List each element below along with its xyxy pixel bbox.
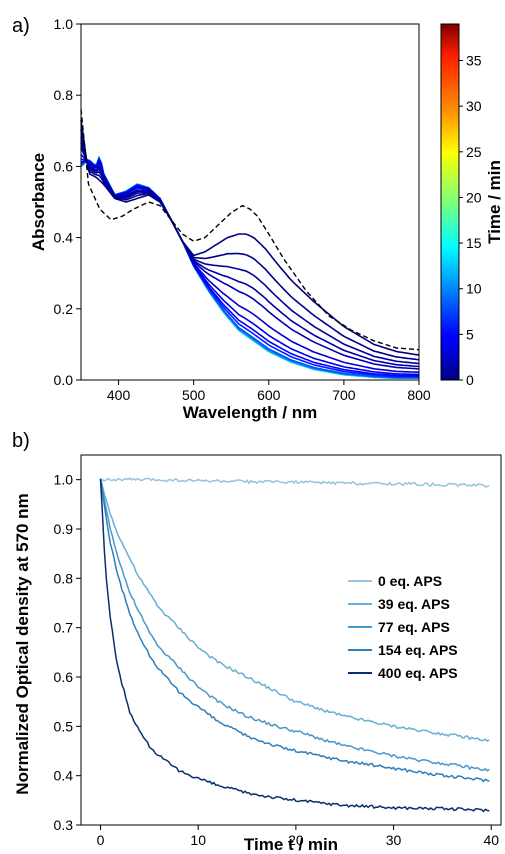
- x-tick-label: 40: [483, 832, 499, 848]
- reference-dashed-line: [80, 109, 420, 351]
- panel-a-axes: 400 500 600 700 800 0.0 0.2 0.4 0.6 0.8 1.0: [54, 16, 431, 403]
- y-tick-label: 0.8: [54, 570, 74, 586]
- y-tick-label: 0.0: [54, 372, 74, 388]
- y-tick-label: 0.4: [54, 230, 74, 246]
- colorbar-tick-label: 0: [466, 372, 474, 388]
- panel-a-spectra: [80, 109, 420, 380]
- spectrum-line: [80, 147, 420, 370]
- y-tick-label: 0.3: [54, 817, 74, 833]
- spectrum-line: [80, 119, 420, 356]
- y-tick-label: 1.0: [54, 472, 74, 488]
- series-line: [99, 478, 490, 743]
- y-tick-label: 0.8: [54, 87, 74, 103]
- colorbar-tick-label: 10: [466, 281, 482, 297]
- series-line: [99, 478, 490, 783]
- x-tick-label: 500: [182, 387, 206, 403]
- x-tick-label: 800: [407, 387, 431, 403]
- panel-b-legend: 0 eq. APS 39 eq. APS 77 eq. APS 154 eq. APS…: [348, 573, 458, 681]
- panel-a-xlabel: Wavelength / nm: [183, 403, 317, 422]
- panel-a: a) 400 500 600 700 800 0.0 0.2 0.4 0.6 0.8 1.0 Wav…: [12, 15, 504, 422]
- spectrum-line: [80, 158, 420, 376]
- y-tick-label: 0.7: [54, 620, 74, 636]
- panel-b-series: [99, 477, 490, 813]
- legend-label: 154 eq. APS: [378, 642, 458, 658]
- panel-b-frame: [80, 454, 502, 826]
- x-tick-label: 10: [190, 832, 206, 848]
- x-tick-label: 700: [332, 387, 356, 403]
- x-tick-label: 0: [97, 832, 105, 848]
- x-tick-label: 400: [107, 387, 131, 403]
- panel-b: b) 0 10 20 30 40 0.3 0.4 0.5 0.6 0.7 0.8 0.9 1.0 Tim…: [12, 430, 502, 854]
- colorbar-label: Time / min: [485, 160, 504, 244]
- panel-b-ylabel: Normalized Optical density at 570 nm: [13, 493, 32, 794]
- colorbar-tick-label: 15: [466, 235, 482, 251]
- spectrum-line: [80, 154, 420, 374]
- colorbar-tick-label: 5: [466, 326, 474, 342]
- panel-a-frame: [80, 23, 420, 381]
- colorbar-ticks: 0 5 10 15 20 25 30 35: [459, 53, 482, 388]
- series-line: [99, 478, 490, 813]
- panel-b-label: b): [12, 430, 30, 452]
- spectrum-line: [80, 136, 420, 365]
- y-tick-label: 0.9: [54, 521, 74, 537]
- y-tick-label: 0.5: [54, 718, 74, 734]
- panel-a-ylabel: Absorbance: [29, 153, 48, 251]
- y-tick-label: 0.6: [54, 669, 74, 685]
- x-tick-label: 30: [386, 832, 402, 848]
- x-tick-label: 600: [257, 387, 281, 403]
- colorbar-gradient: [440, 23, 460, 381]
- colorbar-tick-label: 35: [466, 53, 482, 69]
- legend-label: 0 eq. APS: [378, 573, 442, 589]
- colorbar-tick-label: 30: [466, 98, 482, 114]
- y-tick-label: 0.2: [54, 301, 74, 317]
- x-tick-label: 20: [288, 832, 304, 848]
- colorbar: 0 5 10 15 20 25 30 35 Time / min: [440, 23, 504, 388]
- legend-label: 39 eq. APS: [378, 596, 450, 612]
- panel-a-label: a): [12, 15, 30, 37]
- spectrum-line: [80, 129, 420, 361]
- series-line: [99, 478, 490, 772]
- legend-label: 400 eq. APS: [378, 665, 458, 681]
- colorbar-tick-label: 20: [466, 189, 482, 205]
- legend-label: 77 eq. APS: [378, 619, 450, 635]
- y-tick-label: 0.6: [54, 158, 74, 174]
- colorbar-tick-label: 25: [466, 144, 482, 160]
- series-line: [100, 477, 490, 488]
- panel-b-xlabel: Time t / min: [244, 835, 338, 854]
- spectrum-line: [80, 142, 420, 368]
- y-tick-label: 0.4: [54, 768, 74, 784]
- panel-b-axes: 0 10 20 30 40 0.3 0.4 0.5 0.6 0.7 0.8 0.9 1.0: [54, 472, 500, 848]
- y-tick-label: 1.0: [54, 16, 74, 32]
